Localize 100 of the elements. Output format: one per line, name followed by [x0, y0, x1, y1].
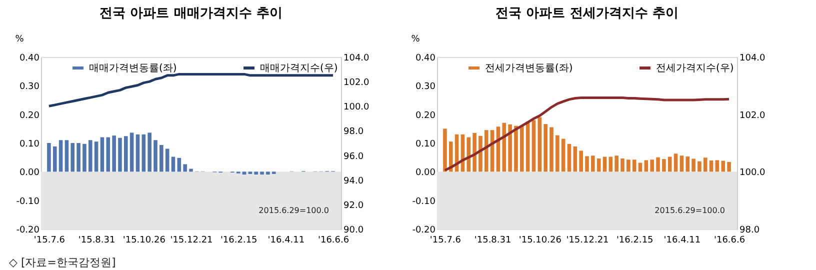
legend-label: 매매가격지수(우)	[260, 63, 338, 74]
y2-tick-label: 94.0	[344, 176, 364, 186]
y2-tick-label: 100.0	[344, 102, 370, 113]
bar	[692, 158, 696, 172]
legend-label: 전세가격변동률(좌)	[485, 63, 573, 74]
x-tick-label: '15.8.31	[78, 236, 116, 246]
y2-tick-label: 104.0	[344, 54, 370, 64]
bar	[686, 156, 690, 172]
bar	[556, 135, 560, 172]
bar	[579, 150, 583, 172]
bar	[242, 172, 246, 175]
bar	[112, 136, 116, 172]
y2-tick-label: 102.0	[740, 110, 766, 121]
x-tick-label: '15.7.6	[34, 236, 66, 246]
y2-tick-label: 98.0	[740, 226, 760, 236]
bar	[656, 157, 660, 172]
x-tick-label: '16.2.15	[220, 236, 258, 246]
bar	[532, 120, 536, 172]
bar	[650, 160, 654, 172]
x-tick-label: '16.6.6	[318, 236, 350, 246]
bar	[715, 160, 720, 172]
bar	[443, 128, 447, 172]
bar	[626, 160, 630, 172]
bar	[573, 146, 578, 172]
bar	[508, 124, 512, 172]
y-tick-label: 0.20	[415, 110, 436, 121]
bar	[709, 160, 714, 172]
y-tick-label: 0.10	[19, 140, 40, 150]
bar	[106, 137, 110, 172]
bar	[154, 140, 158, 172]
bar	[644, 160, 648, 172]
bar	[88, 140, 92, 172]
bar	[58, 140, 63, 172]
bar	[585, 156, 589, 172]
y2-tick-label: 100.0	[740, 168, 766, 178]
legend-label: 매매가격변동률(좌)	[89, 63, 177, 74]
y-axis-title: %	[15, 34, 24, 44]
bar	[448, 142, 453, 172]
y-tick-label: -0.10	[412, 196, 436, 207]
bar	[82, 144, 86, 172]
bar	[550, 127, 554, 172]
bar	[703, 158, 708, 172]
bar	[502, 122, 506, 172]
bar	[260, 172, 264, 175]
annotation: 2015.6.29=100.0	[258, 206, 329, 215]
bar	[561, 138, 566, 172]
y-tick-label: 0.00	[19, 168, 40, 178]
y2-tick-label: 104.0	[740, 54, 766, 64]
bar	[632, 160, 636, 172]
bar	[674, 154, 678, 172]
bar	[254, 172, 258, 175]
bar	[165, 148, 170, 172]
bar	[189, 168, 193, 172]
chart-title: 전국 아파트 매매가격지수 추이	[100, 6, 282, 21]
y-tick-label: -0.10	[16, 196, 40, 207]
annotation: 2015.6.29=100.0	[654, 206, 725, 215]
bar	[466, 137, 471, 172]
x-tick-label: '15.10.26	[122, 236, 166, 246]
y2-tick-label: 102.0	[344, 78, 370, 88]
y-tick-label: 0.20	[19, 110, 40, 121]
y-tick-label: 0.40	[19, 54, 40, 64]
y-tick-label: 0.00	[415, 168, 436, 178]
bar	[662, 159, 666, 172]
y-axis-title: %	[411, 34, 420, 44]
y-tick-label: 0.10	[415, 140, 436, 150]
bar	[183, 164, 187, 172]
y-tick-label: 0.30	[19, 82, 40, 92]
x-tick-label: '16.6.6	[714, 236, 746, 246]
bar	[520, 126, 524, 172]
bar	[76, 143, 80, 172]
chart-title: 전국 아파트 전세가격지수 추이	[496, 6, 678, 21]
bar	[567, 144, 572, 172]
bar	[171, 156, 176, 172]
bar	[608, 156, 613, 172]
bar	[148, 132, 152, 172]
text: ◇ [자료=한국감정원]	[9, 256, 116, 269]
bar	[698, 161, 702, 172]
bar	[721, 160, 726, 172]
x-tick-label: '15.12.21	[566, 236, 609, 246]
bar	[620, 158, 624, 172]
bar	[177, 158, 182, 172]
bar	[538, 117, 542, 172]
y2-tick-label: 98.0	[344, 127, 364, 138]
x-tick-label: '15.12.21	[170, 236, 213, 246]
bar	[130, 132, 134, 172]
bar	[142, 134, 146, 172]
bar	[100, 137, 104, 172]
bar	[591, 156, 595, 172]
bar	[124, 136, 128, 172]
bar	[70, 143, 75, 172]
y2-tick-label: 92.0	[344, 200, 364, 211]
bar	[47, 143, 51, 172]
y2-tick-label: 90.0	[344, 226, 364, 236]
bar	[668, 156, 672, 172]
y-tick-label: -0.20	[16, 226, 40, 236]
bar	[544, 124, 548, 172]
bar	[680, 156, 684, 172]
y-tick-label: 0.40	[415, 54, 436, 64]
bar	[602, 156, 607, 172]
x-tick-label: '15.7.6	[430, 236, 462, 246]
